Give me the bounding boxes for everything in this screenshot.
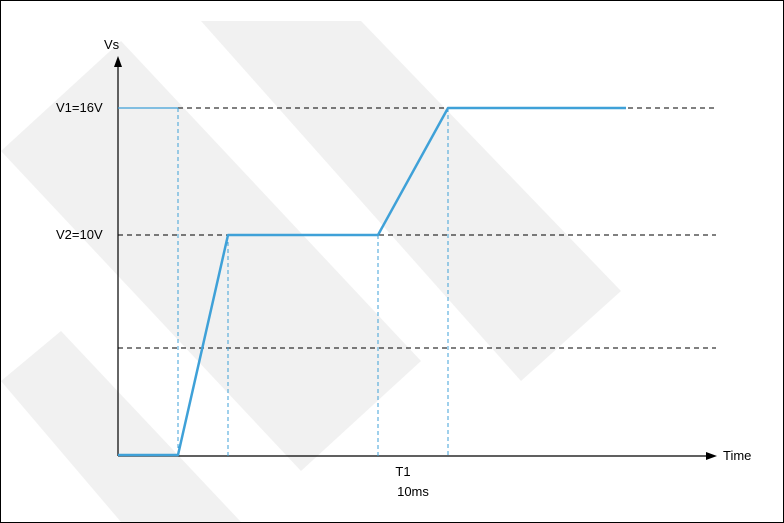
v2-label: V2=10V xyxy=(56,227,103,242)
y-axis-label: Vs xyxy=(104,37,120,52)
x-axis-label: Time xyxy=(723,448,751,463)
t1-duration-label: 10ms xyxy=(397,484,429,499)
watermark-logo xyxy=(1,21,621,522)
t1-label: T1 xyxy=(395,464,410,479)
v1-label: V1=16V xyxy=(56,100,103,115)
y-axis-arrow-icon xyxy=(114,56,122,67)
x-axis-arrow-icon xyxy=(706,452,717,460)
voltage-trace xyxy=(118,106,626,457)
